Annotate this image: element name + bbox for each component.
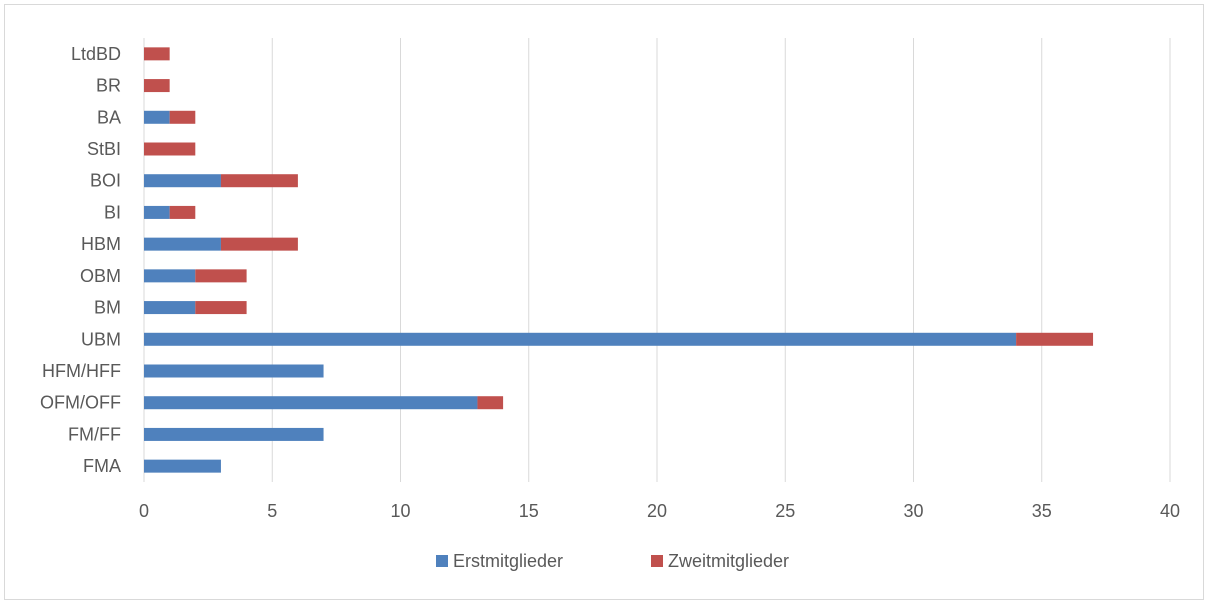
bar-zweitmitglieder-ofm-off bbox=[477, 396, 504, 410]
category-label: LtdBD bbox=[71, 44, 121, 64]
bar-zweitmitglieder-br bbox=[144, 79, 170, 93]
bar-zweitmitglieder-ba bbox=[169, 110, 196, 124]
category-label: StBI bbox=[87, 139, 121, 159]
category-label: BA bbox=[97, 107, 121, 127]
x-tick-label: 5 bbox=[267, 501, 277, 521]
bars bbox=[144, 47, 1094, 473]
category-label: BR bbox=[96, 76, 121, 96]
bar-erstmitglieder-hbm bbox=[144, 237, 221, 251]
category-labels: FMA FM/FF OFM/OFF HFM/HFF UBM BM OBM HBM BI BOI St… bbox=[40, 44, 121, 476]
x-tick-label: 30 bbox=[903, 501, 923, 521]
bar-zweitmitglieder-ltdbd bbox=[144, 47, 170, 61]
x-tick-label: 40 bbox=[1160, 501, 1180, 521]
category-label: HBM bbox=[81, 234, 121, 254]
bar-erstmitglieder-fma bbox=[144, 459, 221, 473]
category-label: FM/FF bbox=[68, 424, 121, 444]
legend-label-erstmitglieder: Erstmitglieder bbox=[453, 551, 563, 571]
category-label: BOI bbox=[90, 171, 121, 191]
bar-erstmitglieder-hfm-hff bbox=[144, 364, 324, 378]
gridlines bbox=[143, 38, 1171, 482]
bar-erstmitglieder-ba bbox=[144, 110, 170, 124]
x-tick-label: 35 bbox=[1032, 501, 1052, 521]
bar-erstmitglieder-fm-ff bbox=[144, 427, 324, 441]
legend-label-zweitmitglieder: Zweitmitglieder bbox=[668, 551, 789, 571]
x-tick-labels: 0 5 10 15 20 25 30 35 40 bbox=[139, 501, 1180, 521]
bar-erstmitglieder-bi bbox=[144, 205, 170, 219]
category-label: BM bbox=[94, 298, 121, 318]
bar-zweitmitglieder-bi bbox=[169, 205, 196, 219]
bar-zweitmitglieder-ubm bbox=[1016, 332, 1094, 346]
x-tick-label: 20 bbox=[647, 501, 667, 521]
bar-zweitmitglieder-obm bbox=[195, 269, 247, 283]
category-label: UBM bbox=[81, 329, 121, 349]
bar-erstmitglieder-bm bbox=[144, 301, 196, 315]
bar-erstmitglieder-obm bbox=[144, 269, 196, 283]
category-label: OFM/OFF bbox=[40, 393, 121, 413]
legend: Erstmitglieder Zweitmitglieder bbox=[436, 551, 789, 571]
bar-zweitmitglieder-hbm bbox=[220, 237, 298, 251]
category-label: HFM/HFF bbox=[42, 361, 121, 381]
legend-swatch-zweitmitglieder bbox=[651, 555, 663, 567]
legend-swatch-erstmitglieder bbox=[436, 555, 448, 567]
x-tick-label: 15 bbox=[519, 501, 539, 521]
x-tick-label: 25 bbox=[775, 501, 795, 521]
bar-zweitmitglieder-boi bbox=[220, 174, 298, 188]
category-label: BI bbox=[104, 202, 121, 222]
category-label: OBM bbox=[80, 266, 121, 286]
x-tick-label: 10 bbox=[390, 501, 410, 521]
bar-erstmitglieder-ofm-off bbox=[144, 396, 478, 410]
category-label: FMA bbox=[83, 456, 121, 476]
bar-zweitmitglieder-bm bbox=[195, 301, 247, 315]
x-tick-label: 0 bbox=[139, 501, 149, 521]
bar-zweitmitglieder-stbi bbox=[144, 142, 196, 156]
bar-erstmitglieder-boi bbox=[144, 174, 221, 188]
bar-erstmitglieder-ubm bbox=[144, 332, 1017, 346]
